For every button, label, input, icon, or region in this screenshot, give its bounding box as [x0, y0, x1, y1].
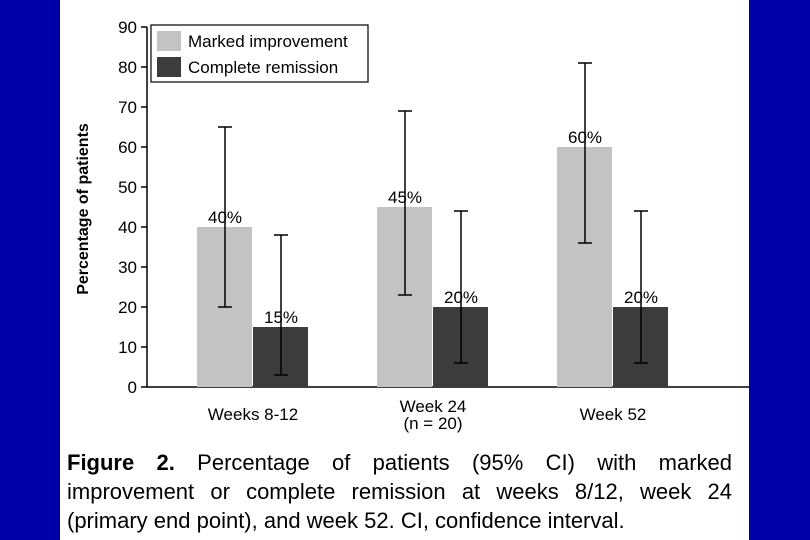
y-tick-label: 10 [118, 338, 137, 357]
y-tick-label: 30 [118, 258, 137, 277]
data-label: 20% [444, 288, 478, 307]
caption-text: Percentage of patients (95% CI) with mar… [67, 450, 733, 533]
legend-swatch [157, 31, 181, 51]
legend-label: Complete remission [188, 58, 338, 77]
x-tick-label: Week 52 [580, 405, 647, 424]
y-tick-label: 90 [118, 18, 137, 37]
data-label: 60% [568, 128, 602, 147]
legend-box [150, 24, 369, 83]
y-tick-label: 70 [118, 98, 137, 117]
y-tick-label: 60 [118, 138, 137, 157]
data-label: 40% [208, 208, 242, 227]
legend-label: Marked improvement [188, 32, 348, 51]
y-tick-label: 40 [118, 218, 137, 237]
legend-swatch [157, 57, 181, 77]
y-tick-label: 80 [118, 58, 137, 77]
y-tick-label: 50 [118, 178, 137, 197]
figure-caption: Figure 2. Percentage of patients (95% CI… [67, 448, 732, 535]
y-tick-label: 0 [128, 378, 137, 397]
slide-panel: 0 10 20 30 40 50 60 70 80 90 Percentage of patient… [60, 0, 749, 540]
bar-chart: 0 10 20 30 40 50 60 70 80 90 Percentage of patient… [75, 18, 749, 433]
caption-figure-label: Figure 2. [67, 450, 175, 475]
data-label: 45% [388, 188, 422, 207]
y-axis-label: Percentage of patients [75, 123, 92, 295]
x-tick-label: Week 24 [400, 397, 467, 416]
data-label: 20% [624, 288, 658, 307]
y-tick-label: 20 [118, 298, 137, 317]
x-tick-label: (n = 20) [403, 414, 462, 433]
x-tick-label: Weeks 8-12 [208, 405, 298, 424]
data-label: 15% [264, 308, 298, 327]
